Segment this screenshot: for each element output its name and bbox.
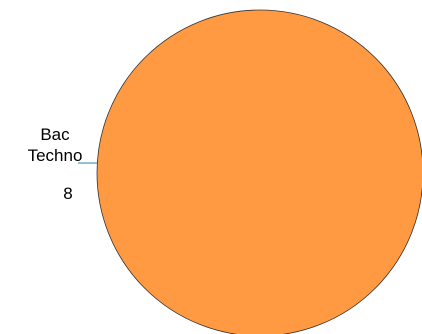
labels-layer: Bac Techno 8 [28,125,97,203]
pie-slice [96,9,422,334]
slices-layer [96,9,422,334]
slice-category-label: Techno [28,146,83,165]
slice-category-label: Bac [40,125,70,144]
slice-value-label: 8 [63,184,72,203]
